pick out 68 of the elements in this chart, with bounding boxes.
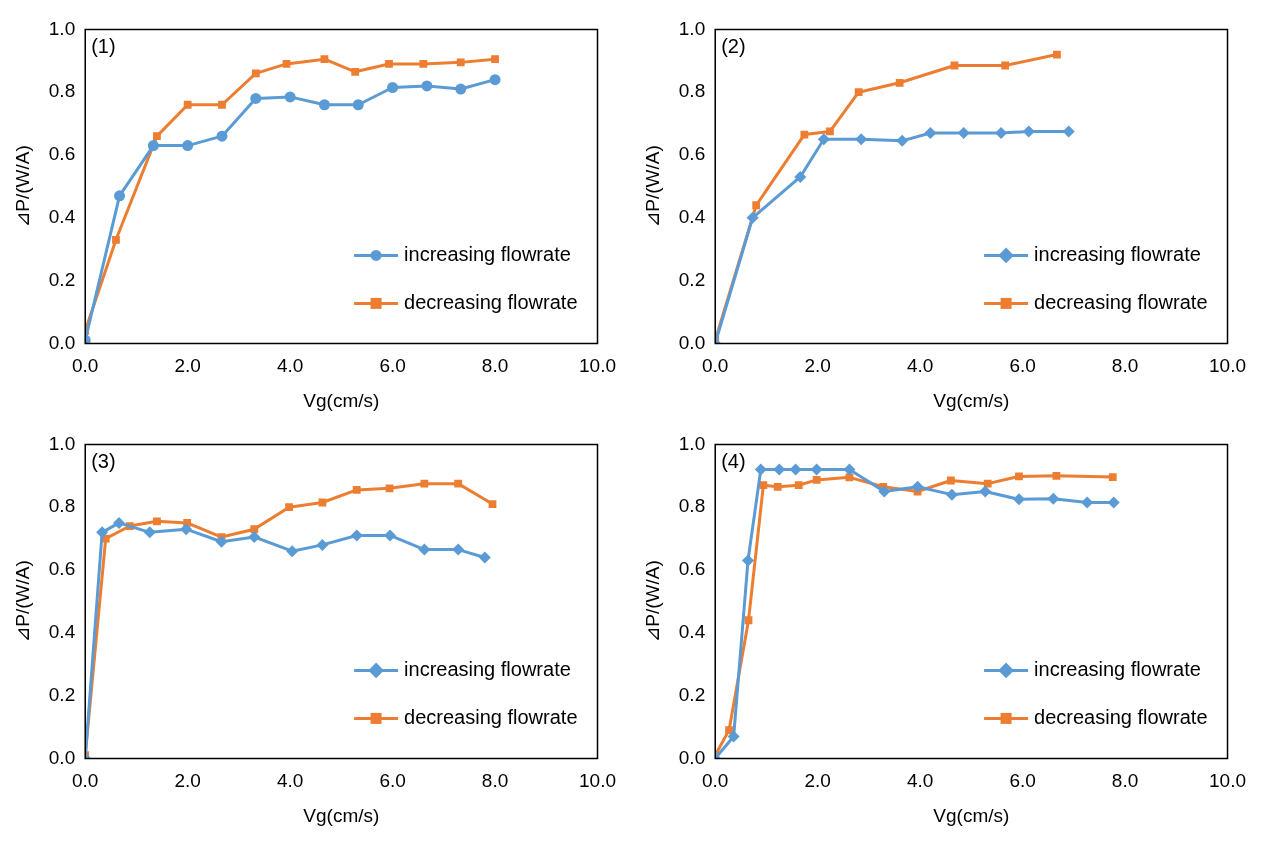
y-tick-label: 1.0 bbox=[678, 432, 706, 454]
x-tick-label: 6.0 bbox=[379, 355, 406, 377]
y-tick-label: 1.0 bbox=[48, 432, 76, 454]
y-tick-label: 0.0 bbox=[48, 331, 76, 353]
x-tick-label: 2.0 bbox=[174, 770, 201, 792]
y-axis-title: ⊿P/(W/A) bbox=[11, 560, 33, 643]
annotation: (1) bbox=[91, 34, 116, 57]
x-tick-label: 4.0 bbox=[906, 355, 934, 377]
x-tick-label: 8.0 bbox=[481, 355, 509, 377]
x-tick-label: 0.0 bbox=[702, 770, 729, 792]
x-tick-label: 6.0 bbox=[379, 770, 406, 792]
annotation: (3) bbox=[91, 449, 116, 472]
x-tick-label: 0.0 bbox=[702, 355, 729, 377]
annotation: (2) bbox=[721, 34, 746, 57]
y-axis-title: ⊿P/(W/A) bbox=[11, 145, 33, 228]
x-tick-label: 4.0 bbox=[276, 355, 304, 377]
y-tick-label: 0.4 bbox=[48, 621, 76, 643]
y-tick-label: 1.0 bbox=[678, 17, 706, 39]
y-tick-label: 1.0 bbox=[48, 17, 76, 39]
x-tick-label: 0.0 bbox=[72, 770, 99, 792]
legend-label: decreasing flowrate bbox=[1034, 290, 1208, 313]
y-tick-label: 0.4 bbox=[678, 621, 706, 643]
y-tick-label: 0.6 bbox=[678, 558, 706, 580]
legend-label: decreasing flowrate bbox=[404, 705, 578, 728]
legend-label: decreasing flowrate bbox=[1034, 705, 1208, 728]
x-tick-label: 10.0 bbox=[1209, 355, 1246, 377]
y-tick-label: 0.2 bbox=[48, 268, 76, 290]
y-tick-label: 0.0 bbox=[678, 746, 706, 768]
legend-label: increasing flowrate bbox=[1034, 242, 1201, 265]
y-tick-label: 0.8 bbox=[48, 80, 76, 102]
y-tick-label: 0.4 bbox=[678, 206, 706, 228]
y-tick-label: 0.6 bbox=[48, 143, 76, 165]
x-axis-title: Vg(cm/s) bbox=[933, 389, 1010, 411]
x-tick-label: 4.0 bbox=[906, 770, 934, 792]
y-axis-title: ⊿P/(W/A) bbox=[641, 145, 663, 228]
legend-label: increasing flowrate bbox=[1034, 657, 1201, 680]
legend-label: increasing flowrate bbox=[404, 242, 571, 265]
x-tick-label: 2.0 bbox=[804, 770, 831, 792]
x-axis-title: Vg(cm/s) bbox=[303, 389, 380, 411]
y-axis-title: ⊿P/(W/A) bbox=[641, 560, 663, 643]
x-tick-label: 8.0 bbox=[1111, 355, 1139, 377]
x-tick-label: 0.0 bbox=[72, 355, 99, 377]
y-tick-label: 0.8 bbox=[678, 495, 706, 517]
y-tick-label: 0.6 bbox=[48, 558, 76, 580]
x-tick-label: 8.0 bbox=[481, 770, 509, 792]
x-tick-label: 2.0 bbox=[174, 355, 201, 377]
x-axis-title: Vg(cm/s) bbox=[303, 804, 380, 826]
x-tick-label: 8.0 bbox=[1111, 770, 1139, 792]
x-tick-label: 10.0 bbox=[579, 770, 616, 792]
y-tick-label: 0.8 bbox=[678, 80, 706, 102]
x-tick-label: 10.0 bbox=[579, 355, 616, 377]
annotation: (4) bbox=[721, 449, 746, 472]
legend-label: increasing flowrate bbox=[404, 657, 571, 680]
x-tick-label: 6.0 bbox=[1009, 355, 1036, 377]
y-tick-label: 0.0 bbox=[48, 746, 76, 768]
legend-label: decreasing flowrate bbox=[404, 290, 578, 313]
y-tick-label: 0.2 bbox=[48, 683, 76, 705]
x-tick-label: 4.0 bbox=[276, 770, 304, 792]
y-tick-label: 0.2 bbox=[678, 683, 706, 705]
y-tick-label: 0.2 bbox=[678, 268, 706, 290]
x-tick-label: 2.0 bbox=[804, 355, 831, 377]
x-tick-label: 10.0 bbox=[1209, 770, 1246, 792]
y-tick-label: 0.6 bbox=[678, 143, 706, 165]
y-tick-label: 0.8 bbox=[48, 495, 76, 517]
x-axis-title: Vg(cm/s) bbox=[933, 804, 1010, 826]
y-tick-label: 0.4 bbox=[48, 206, 76, 228]
y-tick-label: 0.0 bbox=[678, 331, 706, 353]
x-tick-label: 6.0 bbox=[1009, 770, 1036, 792]
